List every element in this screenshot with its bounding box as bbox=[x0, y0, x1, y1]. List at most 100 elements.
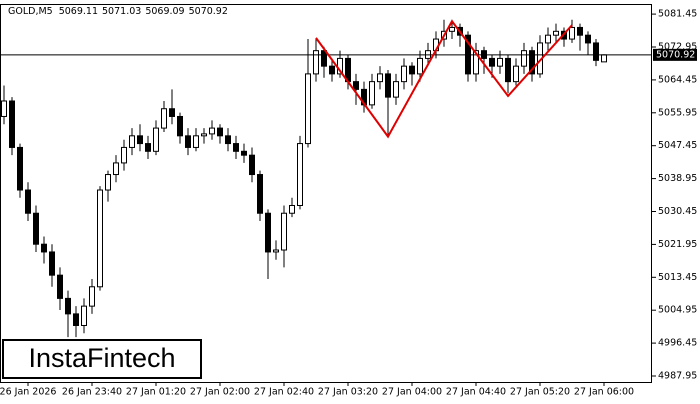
candle-body bbox=[353, 81, 359, 90]
candle-body bbox=[169, 108, 175, 117]
candle-body bbox=[393, 81, 399, 98]
candle-body bbox=[137, 135, 143, 145]
x-tick-label: 26 Jan 23:40 bbox=[62, 387, 122, 398]
candle-body bbox=[225, 135, 231, 145]
candle-body bbox=[577, 26, 583, 36]
candle-body bbox=[33, 212, 39, 245]
y-tick-label: 5013.45 bbox=[658, 272, 697, 283]
candle-body bbox=[313, 50, 319, 75]
y-tick-label: 5030.45 bbox=[658, 206, 697, 217]
candle-body bbox=[17, 146, 23, 191]
candle-body bbox=[489, 57, 495, 67]
candle-body bbox=[217, 127, 223, 137]
candle-body bbox=[233, 143, 239, 152]
candle-body bbox=[41, 243, 47, 253]
candle-body bbox=[417, 57, 423, 75]
candle-body bbox=[593, 42, 599, 61]
candle-body bbox=[369, 81, 375, 106]
y-tick-label: 4987.95 bbox=[658, 371, 697, 382]
chart-header: GOLD,M5 5069.11 5071.03 5069.09 5070.92 bbox=[8, 6, 228, 17]
candle-body bbox=[81, 305, 87, 326]
candle-body bbox=[89, 286, 95, 307]
candle-body bbox=[129, 135, 135, 148]
candle-body bbox=[161, 108, 167, 129]
y-tick-label: 5047.45 bbox=[658, 140, 697, 151]
price-tag bbox=[653, 48, 697, 61]
pattern-line bbox=[315, 19, 573, 139]
candle-body bbox=[377, 73, 383, 83]
candle-body bbox=[265, 212, 271, 253]
candle-body bbox=[273, 249, 279, 253]
candle-body bbox=[153, 127, 159, 152]
candle-body bbox=[145, 143, 151, 152]
candle-body bbox=[241, 150, 247, 156]
y-tick-label: 5004.95 bbox=[658, 305, 697, 316]
candle-body bbox=[57, 274, 63, 299]
candle-body bbox=[281, 212, 287, 251]
x-tick-label: 27 Jan 01:20 bbox=[126, 387, 186, 398]
y-tick-label: 5038.95 bbox=[658, 173, 697, 184]
candle-body bbox=[329, 65, 335, 75]
x-tick-label: 27 Jan 04:00 bbox=[382, 387, 442, 398]
x-tick-label: 27 Jan 06:00 bbox=[574, 387, 634, 398]
candle-body bbox=[113, 162, 119, 176]
logo-box bbox=[2, 339, 202, 379]
candle-body bbox=[601, 54, 607, 63]
x-tick-label: 27 Jan 03:20 bbox=[318, 387, 378, 398]
y-tick-label: 5021.95 bbox=[658, 239, 697, 250]
candle-body bbox=[449, 26, 455, 32]
candle-body bbox=[97, 189, 103, 288]
candle-body bbox=[289, 204, 295, 214]
y-tick-label: 5081.45 bbox=[658, 9, 697, 20]
candle-body bbox=[553, 30, 559, 36]
candle-body bbox=[569, 26, 575, 40]
candle-body bbox=[1, 100, 7, 117]
candle-body bbox=[49, 251, 55, 276]
candle-body bbox=[65, 297, 71, 315]
x-tick-label: 27 Jan 04:40 bbox=[446, 387, 506, 398]
candle-body bbox=[473, 50, 479, 75]
y-tick-label: 5072.95 bbox=[658, 41, 697, 52]
candle-body bbox=[305, 73, 311, 145]
candle-body bbox=[513, 65, 519, 83]
ohlc-low: 5069.09 bbox=[145, 6, 184, 17]
candle-body bbox=[177, 115, 183, 137]
price-tag-label: 5070.92 bbox=[656, 49, 695, 60]
candle-body bbox=[385, 73, 391, 98]
candle-body bbox=[25, 189, 31, 214]
candle-body bbox=[193, 135, 199, 148]
candle-body bbox=[505, 57, 511, 83]
candle-body bbox=[209, 127, 215, 135]
candle-body bbox=[257, 174, 263, 214]
logo: InstaFintech bbox=[28, 343, 175, 373]
x-tick-label: 27 Jan 02:00 bbox=[190, 387, 250, 398]
x-tick-label: 26 Jan 2026 bbox=[0, 387, 56, 398]
y-tick-label: 4996.45 bbox=[658, 338, 697, 349]
candle-body bbox=[401, 65, 407, 83]
candle-body bbox=[545, 34, 551, 44]
candle-body bbox=[9, 100, 15, 148]
candle-body bbox=[73, 313, 79, 326]
y-tick-label: 5064.45 bbox=[658, 74, 697, 85]
candle-body bbox=[585, 34, 591, 44]
ohlc-high: 5071.03 bbox=[102, 6, 141, 17]
candle-body bbox=[521, 50, 527, 67]
candle-body bbox=[409, 65, 415, 75]
candle-body bbox=[185, 135, 191, 148]
ohlc-close: 5070.92 bbox=[189, 6, 228, 17]
candle-body bbox=[529, 50, 535, 75]
candle-body bbox=[249, 154, 255, 176]
candle-body bbox=[497, 57, 503, 67]
x-tick-label: 27 Jan 02:40 bbox=[254, 387, 314, 398]
candle-body bbox=[121, 146, 127, 164]
y-tick-label: 5055.95 bbox=[658, 107, 697, 118]
x-tick-label: 27 Jan 05:20 bbox=[510, 387, 570, 398]
candle-body bbox=[321, 50, 327, 67]
ohlc-open: 5069.11 bbox=[59, 6, 98, 17]
candle-body bbox=[297, 143, 303, 206]
candle-body bbox=[201, 133, 207, 137]
symbol: GOLD,M5 bbox=[8, 6, 53, 17]
candle-body bbox=[105, 174, 111, 191]
